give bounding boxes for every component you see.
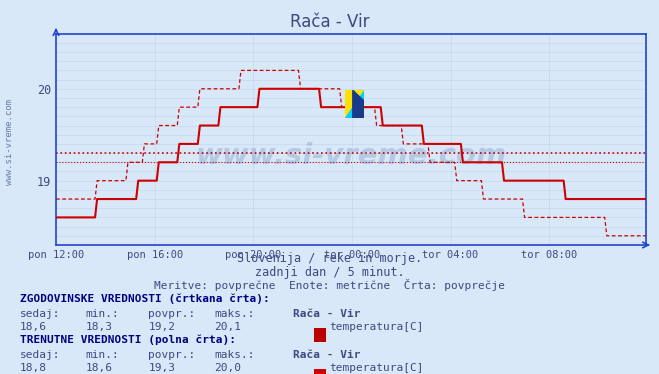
- Text: 18,6: 18,6: [86, 363, 113, 373]
- Text: www.si-vreme.com: www.si-vreme.com: [195, 142, 507, 170]
- Text: Rača - Vir: Rača - Vir: [293, 309, 360, 319]
- Text: povpr.:: povpr.:: [148, 309, 196, 319]
- Polygon shape: [345, 90, 364, 118]
- Text: maks.:: maks.:: [214, 309, 254, 319]
- Text: TRENUTNE VREDNOSTI (polna črta):: TRENUTNE VREDNOSTI (polna črta):: [20, 335, 236, 345]
- Text: 18,8: 18,8: [20, 363, 47, 373]
- Text: zadnji dan / 5 minut.: zadnji dan / 5 minut.: [254, 266, 405, 279]
- Text: www.si-vreme.com: www.si-vreme.com: [5, 99, 14, 185]
- Polygon shape: [353, 90, 364, 118]
- Text: Slovenija / reke in morje.: Slovenija / reke in morje.: [237, 252, 422, 266]
- Text: Meritve: povprečne  Enote: metrične  Črta: povprečje: Meritve: povprečne Enote: metrične Črta:…: [154, 279, 505, 291]
- Text: 19,3: 19,3: [148, 363, 175, 373]
- Text: sedaj:: sedaj:: [20, 350, 60, 360]
- Text: 18,6: 18,6: [20, 322, 47, 332]
- Text: Rača - Vir: Rača - Vir: [293, 350, 360, 360]
- Text: 19,2: 19,2: [148, 322, 175, 332]
- Text: min.:: min.:: [86, 309, 119, 319]
- Text: ZGODOVINSKE VREDNOSTI (črtkana črta):: ZGODOVINSKE VREDNOSTI (črtkana črta):: [20, 294, 270, 304]
- Text: temperatura[C]: temperatura[C]: [330, 363, 424, 373]
- Text: temperatura[C]: temperatura[C]: [330, 322, 424, 332]
- Text: povpr.:: povpr.:: [148, 350, 196, 360]
- Text: 18,3: 18,3: [86, 322, 113, 332]
- Text: Rača - Vir: Rača - Vir: [290, 13, 369, 31]
- Polygon shape: [345, 90, 364, 118]
- Text: 20,0: 20,0: [214, 363, 241, 373]
- Text: 20,1: 20,1: [214, 322, 241, 332]
- Text: min.:: min.:: [86, 350, 119, 360]
- Text: sedaj:: sedaj:: [20, 309, 60, 319]
- Text: maks.:: maks.:: [214, 350, 254, 360]
